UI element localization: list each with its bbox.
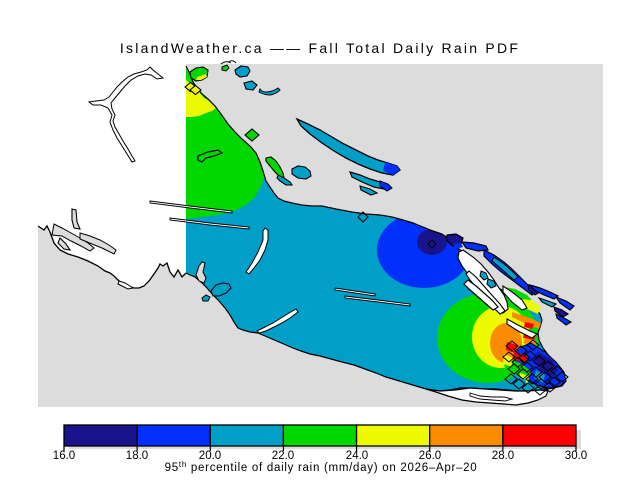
svg-text:28.0: 28.0 (492, 450, 514, 462)
svg-text:24.0: 24.0 (346, 450, 368, 462)
svg-text:16.0: 16.0 (53, 450, 75, 462)
svg-text:IslandWeather.ca —— Fall Total: IslandWeather.ca —— Fall Total Daily Rai… (120, 40, 520, 56)
svg-text:18.0: 18.0 (126, 450, 148, 462)
svg-text:20.0: 20.0 (199, 450, 221, 462)
svg-text:26.0: 26.0 (419, 450, 441, 462)
svg-text:95th percentile of daily rain: 95th percentile of daily rain (mm/day) o… (165, 460, 478, 474)
svg-text:30.0: 30.0 (565, 450, 587, 462)
svg-text:22.0: 22.0 (272, 450, 294, 462)
